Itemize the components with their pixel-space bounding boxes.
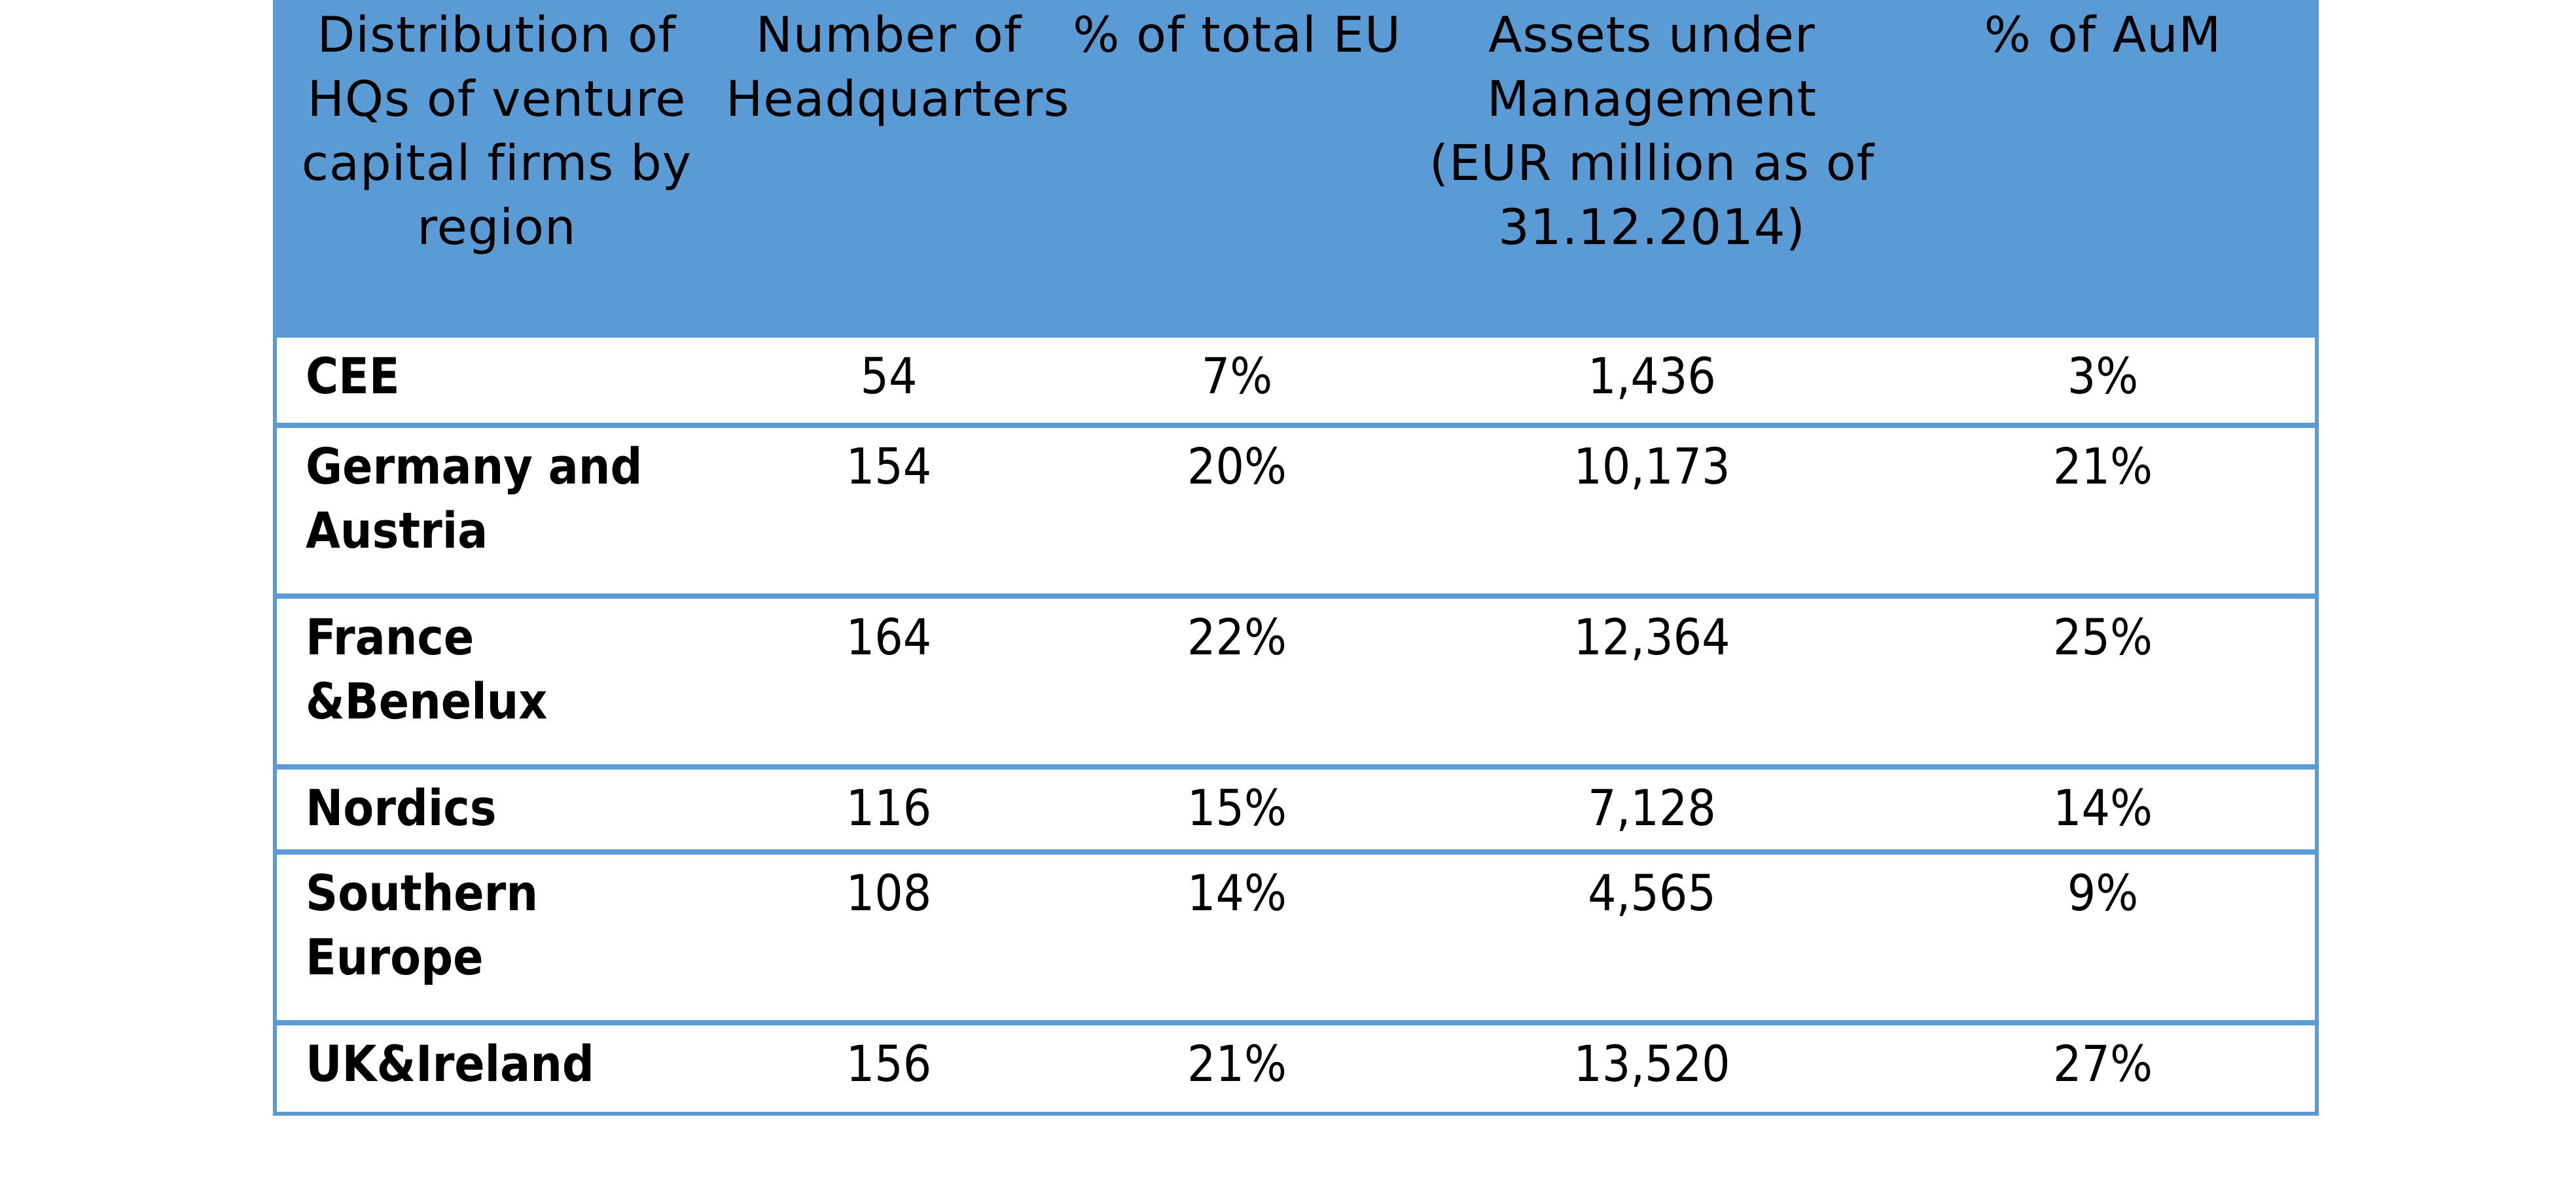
headquarters-cell: 108 (717, 849, 1061, 1020)
headquarters-cell: 156 (717, 1020, 1061, 1112)
vc-hq-distribution-table: Distribution of HQs of venture capital f… (273, 0, 2319, 1116)
aum-cell: 13,520 (1413, 1020, 1891, 1112)
aum-cell: 12,364 (1413, 594, 1891, 764)
table-row: CEE 54 7% 1,436 3% (277, 338, 2315, 423)
table-header-row: Distribution of HQs of venture capital f… (277, 0, 2315, 338)
table-row: Germany and Austria 154 20% 10,173 21% (277, 423, 2315, 594)
region-cell: France &Benelux (277, 594, 717, 764)
table-row: UK&Ireland 156 21% 13,520 27% (277, 1020, 2315, 1112)
pct-total-eu-cell: 14% (1061, 849, 1413, 1020)
headquarters-cell: 164 (717, 594, 1061, 764)
pct-aum-cell: 25% (1891, 594, 2315, 764)
column-header-aum: Assets under Management (EUR million as … (1413, 0, 1891, 338)
table-row: Nordics 116 15% 7,128 14% (277, 764, 2315, 849)
table-row: Southern Europe 108 14% 4,565 9% (277, 849, 2315, 1020)
pct-total-eu-cell: 15% (1061, 764, 1413, 849)
pct-total-eu-cell: 22% (1061, 594, 1413, 764)
region-cell: CEE (306, 347, 400, 405)
pct-aum-cell: 9% (1891, 849, 2315, 1020)
column-header-pct-aum: % of AuM (1891, 0, 2315, 338)
pct-aum-cell: 3% (2067, 347, 2139, 405)
headquarters-cell: 116 (717, 764, 1061, 849)
column-header-region: Distribution of HQs of venture capital f… (277, 0, 717, 338)
pct-aum-cell: 27% (1891, 1020, 2315, 1112)
column-header-pct-total-eu: % of total EU (1061, 0, 1413, 338)
pct-aum-cell: 14% (1891, 764, 2315, 849)
region-cell: Nordics (277, 764, 717, 849)
pct-total-eu-cell: 20% (1061, 423, 1413, 594)
table-row: France &Benelux 164 22% 12,364 25% (277, 594, 2315, 764)
column-header-headquarters: Number of Headquarters (717, 0, 1069, 338)
aum-cell: 10,173 (1413, 423, 1891, 594)
aum-cell: 7,128 (1413, 764, 1891, 849)
aum-cell: 4,565 (1413, 849, 1891, 1020)
aum-cell: 1,436 (1588, 347, 1716, 405)
region-cell: Southern Europe (277, 849, 717, 1020)
headquarters-cell: 154 (717, 423, 1061, 594)
pct-total-eu-cell: 21% (1061, 1020, 1413, 1112)
headquarters-cell: 54 (860, 347, 918, 405)
region-cell: UK&Ireland (277, 1020, 717, 1112)
region-cell: Germany and Austria (277, 423, 717, 594)
pct-aum-cell: 21% (1891, 423, 2315, 594)
pct-total-eu-cell: 7% (1201, 347, 1273, 405)
